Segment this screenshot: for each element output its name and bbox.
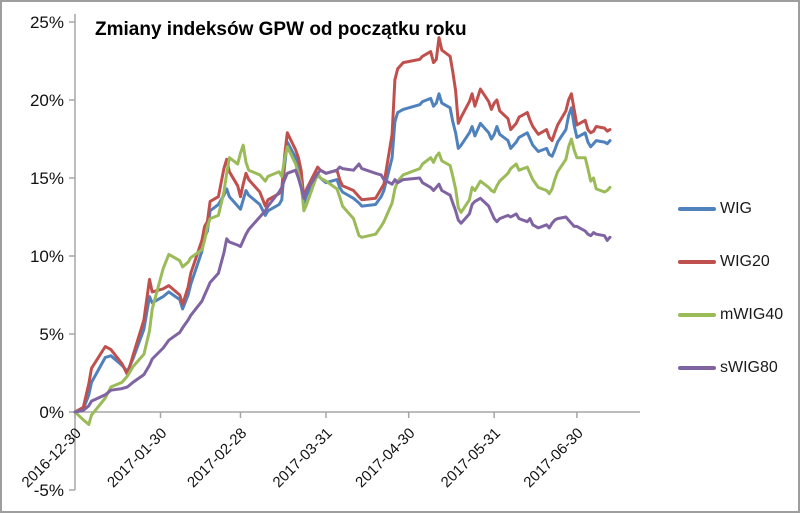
legend-swatch-wig-icon bbox=[678, 207, 716, 211]
y-tick-label: 20% bbox=[30, 91, 64, 110]
y-tick-label: 5% bbox=[39, 325, 64, 344]
x-tick-label: 2017-02-28 bbox=[184, 425, 250, 491]
series-line-wig[interactable] bbox=[73, 92, 612, 414]
legend-label-mwig40: mWIG40 bbox=[720, 306, 784, 323]
series-line-wig20[interactable] bbox=[73, 36, 612, 414]
legend-label-swig80: sWIG80 bbox=[720, 359, 778, 376]
y-tick-label: 0% bbox=[39, 403, 64, 422]
legend-item-wig[interactable]: WIG bbox=[678, 198, 783, 220]
x-tick-label: 2017-05-31 bbox=[438, 425, 504, 491]
legend-label-wig: WIG bbox=[720, 200, 752, 217]
legend-swatch-wig20-icon bbox=[678, 260, 716, 264]
y-tick-label: 25% bbox=[30, 13, 64, 32]
legend-item-mwig40[interactable]: mWIG40 bbox=[678, 304, 783, 326]
series-line-swig80[interactable] bbox=[73, 162, 612, 414]
series-line-mwig40[interactable] bbox=[73, 137, 612, 426]
y-tick-label: -5% bbox=[34, 481, 64, 500]
y-tick-label: 10% bbox=[30, 247, 64, 266]
legend-label-wig20: WIG20 bbox=[720, 253, 770, 270]
legend-item-wig20[interactable]: WIG20 bbox=[678, 251, 783, 273]
legend-swatch-mwig40-icon bbox=[678, 313, 716, 317]
chart-title: Zmiany indeksów GPW od początku roku bbox=[95, 19, 467, 40]
y-tick-label: 15% bbox=[30, 169, 64, 188]
x-tick-label: 2017-06-30 bbox=[520, 425, 586, 491]
x-tick-label: 2017-01-30 bbox=[104, 425, 170, 491]
x-tick-label: 2017-04-30 bbox=[352, 425, 418, 491]
x-tick-label: 2017-03-31 bbox=[270, 425, 336, 491]
legend: WIG WIG20 mWIG40 sWIG80 bbox=[678, 198, 783, 379]
legend-swatch-swig80-icon bbox=[678, 366, 716, 370]
legend-item-swig80[interactable]: sWIG80 bbox=[678, 357, 783, 379]
